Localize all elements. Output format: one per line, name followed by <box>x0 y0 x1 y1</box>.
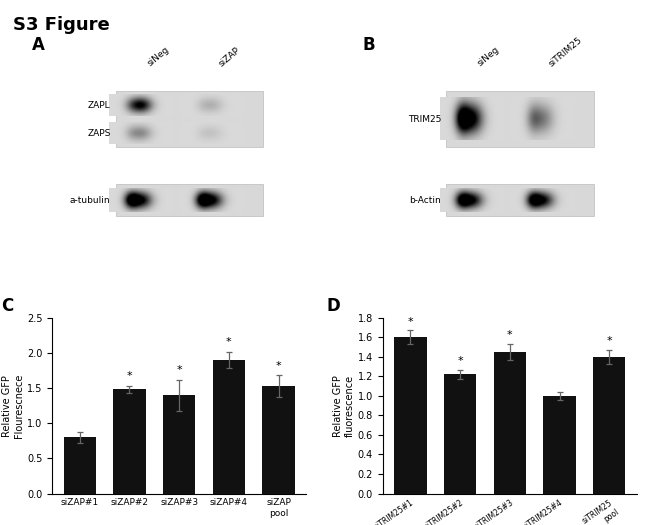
Text: *: * <box>606 336 612 346</box>
Y-axis label: Relative GFP
fluorescence: Relative GFP fluorescence <box>333 374 355 437</box>
Bar <box>447 184 593 216</box>
Text: ZAPS: ZAPS <box>87 129 111 138</box>
Text: siNeg: siNeg <box>476 45 501 68</box>
Text: *: * <box>276 361 281 371</box>
Bar <box>543 396 576 494</box>
Text: a-tubulin: a-tubulin <box>70 195 111 205</box>
Text: *: * <box>176 365 182 375</box>
Text: b-Actin: b-Actin <box>410 195 441 205</box>
Text: A: A <box>32 36 45 54</box>
Text: siNeg: siNeg <box>146 45 171 68</box>
Text: *: * <box>127 371 132 381</box>
Bar <box>444 374 476 494</box>
Bar <box>593 357 625 493</box>
Bar <box>116 184 263 216</box>
Text: S3 Figure: S3 Figure <box>13 16 110 34</box>
Text: TRIM25: TRIM25 <box>408 115 441 124</box>
Bar <box>447 91 593 148</box>
Text: *: * <box>226 337 231 347</box>
Bar <box>64 437 96 494</box>
Text: D: D <box>327 297 341 314</box>
Text: B: B <box>362 36 375 54</box>
Bar <box>113 390 146 494</box>
Y-axis label: Relative GFP
Flourescnece: Relative GFP Flourescnece <box>3 373 24 438</box>
Text: C: C <box>1 297 14 314</box>
Bar <box>263 386 295 494</box>
Bar <box>213 360 245 494</box>
Text: siZAP: siZAP <box>216 45 241 68</box>
Text: *: * <box>507 330 513 340</box>
Text: *: * <box>408 317 413 327</box>
Text: ZAPL: ZAPL <box>88 101 110 110</box>
Bar <box>116 91 263 148</box>
Text: *: * <box>458 355 463 365</box>
Bar <box>493 352 526 493</box>
Text: siTRIM25: siTRIM25 <box>547 35 584 68</box>
Bar <box>163 395 196 493</box>
Bar <box>394 337 426 494</box>
